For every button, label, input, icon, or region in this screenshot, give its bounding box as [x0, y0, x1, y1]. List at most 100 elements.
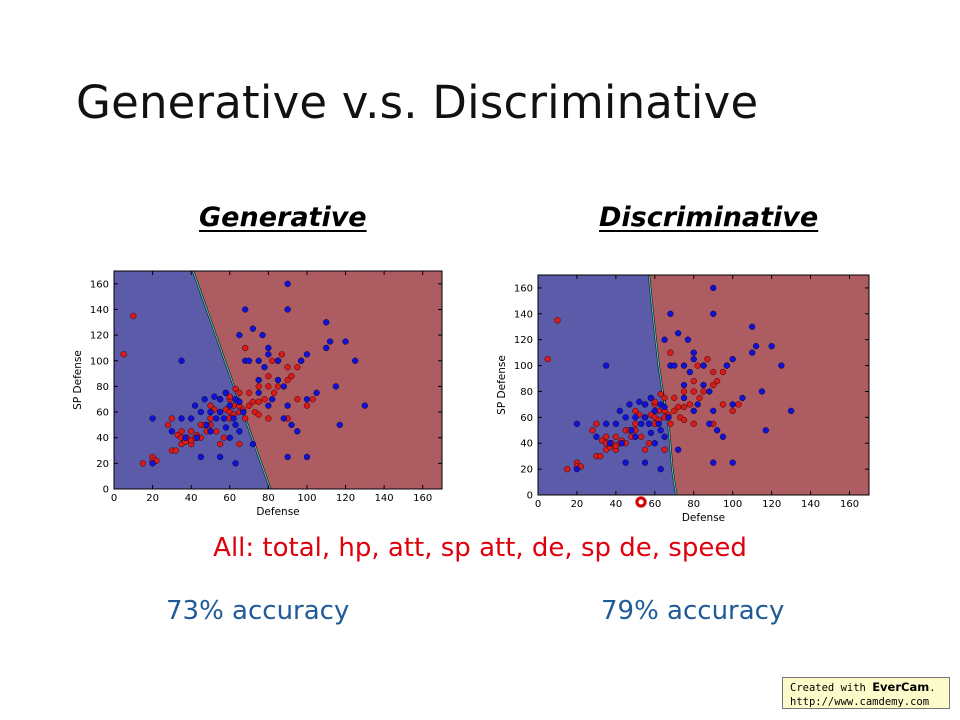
blue-class-point [690, 355, 697, 363]
blue-class-point [216, 396, 224, 403]
blue-class-point [787, 407, 795, 415]
red-class-point [236, 389, 243, 396]
y-tick-label: 20 [96, 459, 109, 470]
blue-class-point [713, 427, 721, 434]
red-class-point [265, 383, 272, 390]
blue-class-point [710, 284, 717, 292]
blue-class-point [647, 394, 655, 402]
blue-class-point [616, 407, 623, 415]
red-class-point [729, 407, 736, 415]
red-class-point [265, 373, 272, 380]
blue-class-point [729, 355, 736, 363]
red-class-point [120, 351, 127, 358]
red-class-point [139, 460, 147, 467]
blue-class-point [641, 414, 649, 421]
blue-class-point [758, 388, 766, 395]
red-class-point [589, 427, 596, 434]
blue-class-point [232, 421, 239, 429]
blue-class-point [207, 428, 214, 435]
blue-class-point [739, 394, 746, 402]
red-class-point [597, 453, 604, 460]
red-class-point [294, 364, 301, 371]
y-tick-label: 120 [514, 335, 533, 346]
blue-class-point [641, 401, 649, 408]
red-class-point [641, 446, 649, 453]
red-class-point [178, 428, 185, 435]
y-tick-label: 160 [90, 279, 109, 290]
x-tick-label: 80 [687, 499, 700, 510]
blue-class-point [651, 440, 658, 447]
watermark-suffix: . [929, 682, 936, 694]
red-class-point [602, 433, 610, 440]
x-tick-label: 40 [185, 493, 198, 504]
blue-class-point [749, 349, 756, 356]
red-class-point [680, 416, 688, 424]
red-class-point [680, 388, 688, 395]
generative-accuracy: 73% accuracy [166, 596, 350, 626]
red-class-point [274, 383, 282, 390]
blue-class-point [294, 428, 301, 435]
red-class-point [220, 434, 228, 441]
blue-class-point [706, 388, 713, 395]
blue-class-point [655, 420, 662, 427]
blue-class-point [706, 420, 713, 427]
blue-class-point [269, 396, 276, 403]
red-class-point [700, 388, 707, 395]
blue-class-point [245, 357, 253, 364]
blue-class-point [647, 429, 655, 437]
blue-class-point [265, 402, 272, 409]
blue-class-point [230, 415, 237, 422]
blue-class-point [680, 362, 688, 369]
blue-class-point [188, 415, 195, 422]
blue-class-point [749, 323, 756, 330]
red-class-point [232, 385, 239, 393]
watermark-url: http://www.camdemy.com [790, 696, 930, 708]
x-tick-label: 160 [840, 499, 859, 510]
red-class-point [704, 355, 711, 363]
blue-class-point [602, 420, 610, 427]
red-class-point [675, 403, 682, 411]
blue-class-point [641, 459, 649, 466]
blue-class-point [226, 434, 233, 441]
blue-class-point [622, 459, 629, 466]
y-axis-label: SP Defense [72, 350, 84, 410]
y-tick-label: 40 [520, 439, 533, 450]
red-class-point [651, 398, 658, 405]
y-tick-label: 40 [96, 433, 109, 444]
blue-class-point [249, 440, 257, 448]
red-class-point [544, 355, 551, 363]
blue-class-point [762, 427, 769, 434]
evercam-watermark[interactable]: Created with EverCam. http://www.camdemy… [782, 677, 950, 709]
blue-class-point [259, 331, 266, 339]
features-line: All: total, hp, att, sp att, de, sp de, … [213, 533, 747, 563]
blue-class-point [255, 389, 262, 396]
blue-class-point [303, 396, 311, 403]
blue-class-point [632, 433, 639, 440]
blue-class-point [201, 396, 208, 403]
blue-class-point [618, 440, 625, 447]
blue-class-point [573, 420, 581, 427]
blue-class-point [612, 420, 620, 427]
blue-class-point [280, 415, 287, 422]
red-class-point [270, 389, 278, 396]
decision-boundary-highlight [192, 271, 271, 489]
x-axis-label: Defense [256, 506, 299, 518]
x-tick-label: 0 [111, 493, 117, 504]
red-class-point [719, 401, 727, 408]
decision-region-blue [538, 275, 677, 495]
blue-class-point [729, 459, 736, 466]
red-class-point [213, 428, 220, 435]
blue-class-point [661, 336, 668, 343]
red-class-point [671, 407, 678, 415]
red-class-point [680, 403, 688, 411]
blue-class-point [657, 465, 664, 473]
red-class-point [236, 440, 243, 448]
blue-class-point [675, 446, 682, 453]
blue-class-point [361, 402, 368, 409]
red-class-point [554, 317, 561, 324]
blue-class-point [216, 408, 224, 416]
watermark-prefix: Created with [790, 682, 873, 694]
blue-class-point [149, 460, 156, 467]
blue-class-point [261, 364, 268, 371]
red-class-point [638, 433, 645, 440]
